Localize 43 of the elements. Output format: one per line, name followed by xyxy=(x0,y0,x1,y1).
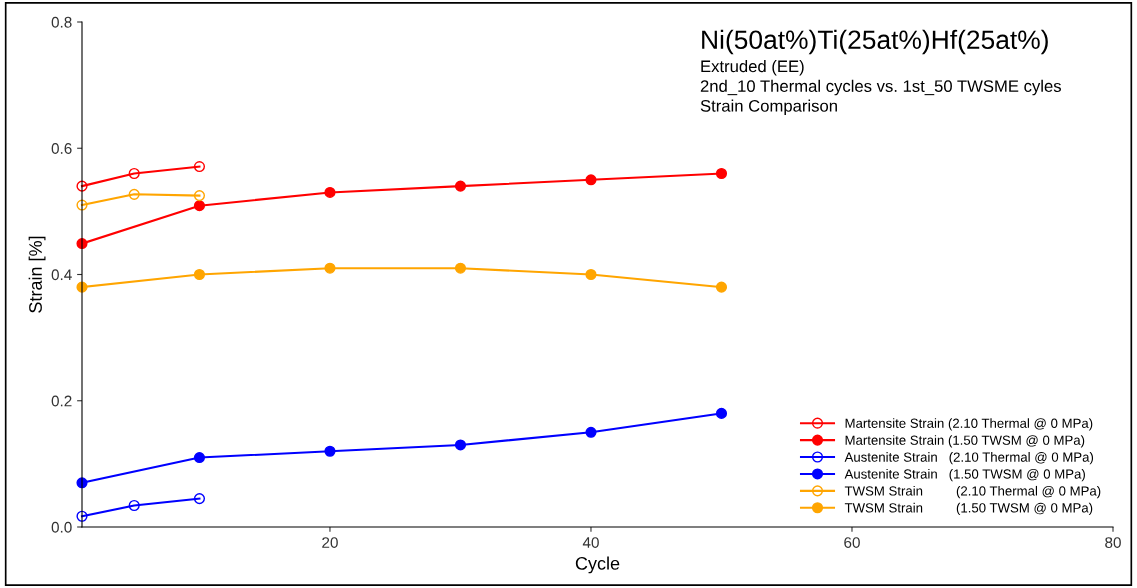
point xyxy=(193,493,206,505)
point xyxy=(454,180,467,192)
y-tick-label: 0.4 xyxy=(51,269,72,281)
point xyxy=(585,174,597,186)
point xyxy=(193,190,206,202)
x-tick-label: 60 xyxy=(844,537,860,548)
point xyxy=(193,452,206,464)
point xyxy=(454,262,467,274)
point xyxy=(76,199,88,211)
x-tick-label: 20 xyxy=(322,537,338,548)
point xyxy=(324,445,336,457)
point xyxy=(585,268,597,281)
point xyxy=(193,268,206,281)
x-axis-title: Cycle xyxy=(575,556,620,574)
point xyxy=(715,167,728,180)
y-tick-label: 0.0 xyxy=(51,521,72,533)
point xyxy=(128,188,140,200)
point xyxy=(715,407,728,419)
point xyxy=(715,281,728,293)
y-tick-label: 0.8 xyxy=(51,16,72,28)
point xyxy=(454,439,467,451)
x-tick-label: 80 xyxy=(1105,537,1121,548)
text: Extruded (EE) 2nd_10 Thermal cycles vs. 1st_50 TWSME cyles Strain Comparison xyxy=(700,60,1061,116)
legend-label: TWSM Strain (1.50 TWSM @ 0 MPa) xyxy=(844,502,1093,516)
point xyxy=(128,499,140,512)
point xyxy=(76,180,88,192)
y-tick-label: 0.2 xyxy=(51,395,72,407)
legend-label: Martensite Strain (2.10 Thermal @ 0 MPa) xyxy=(845,418,1093,431)
y-axis-title: Strain [%] xyxy=(28,236,46,313)
chart-title: Ni(50at%)Ti(25at%)Hf(25at%) xyxy=(702,29,1048,55)
point xyxy=(76,510,88,522)
legend-label: Austenite Strain (2.10 Thermal @ 0 MPa) xyxy=(844,452,1094,465)
legend-label: TWSM Strain (2.10 Thermal @ 0 MPa) xyxy=(844,485,1101,499)
point xyxy=(193,161,206,173)
x-tick-label: 40 xyxy=(582,537,599,548)
legend-label: Austenite Strain (1.50 TWSM @ 0 MPa) xyxy=(844,468,1085,482)
point xyxy=(128,167,140,180)
point xyxy=(193,200,206,212)
legend-label: Martensite Strain (1.50 TWSM @ 0 MPa) xyxy=(845,435,1085,448)
point xyxy=(585,426,597,438)
point xyxy=(324,262,336,274)
y-tick-label: 0.6 xyxy=(51,143,72,154)
point xyxy=(324,186,336,198)
